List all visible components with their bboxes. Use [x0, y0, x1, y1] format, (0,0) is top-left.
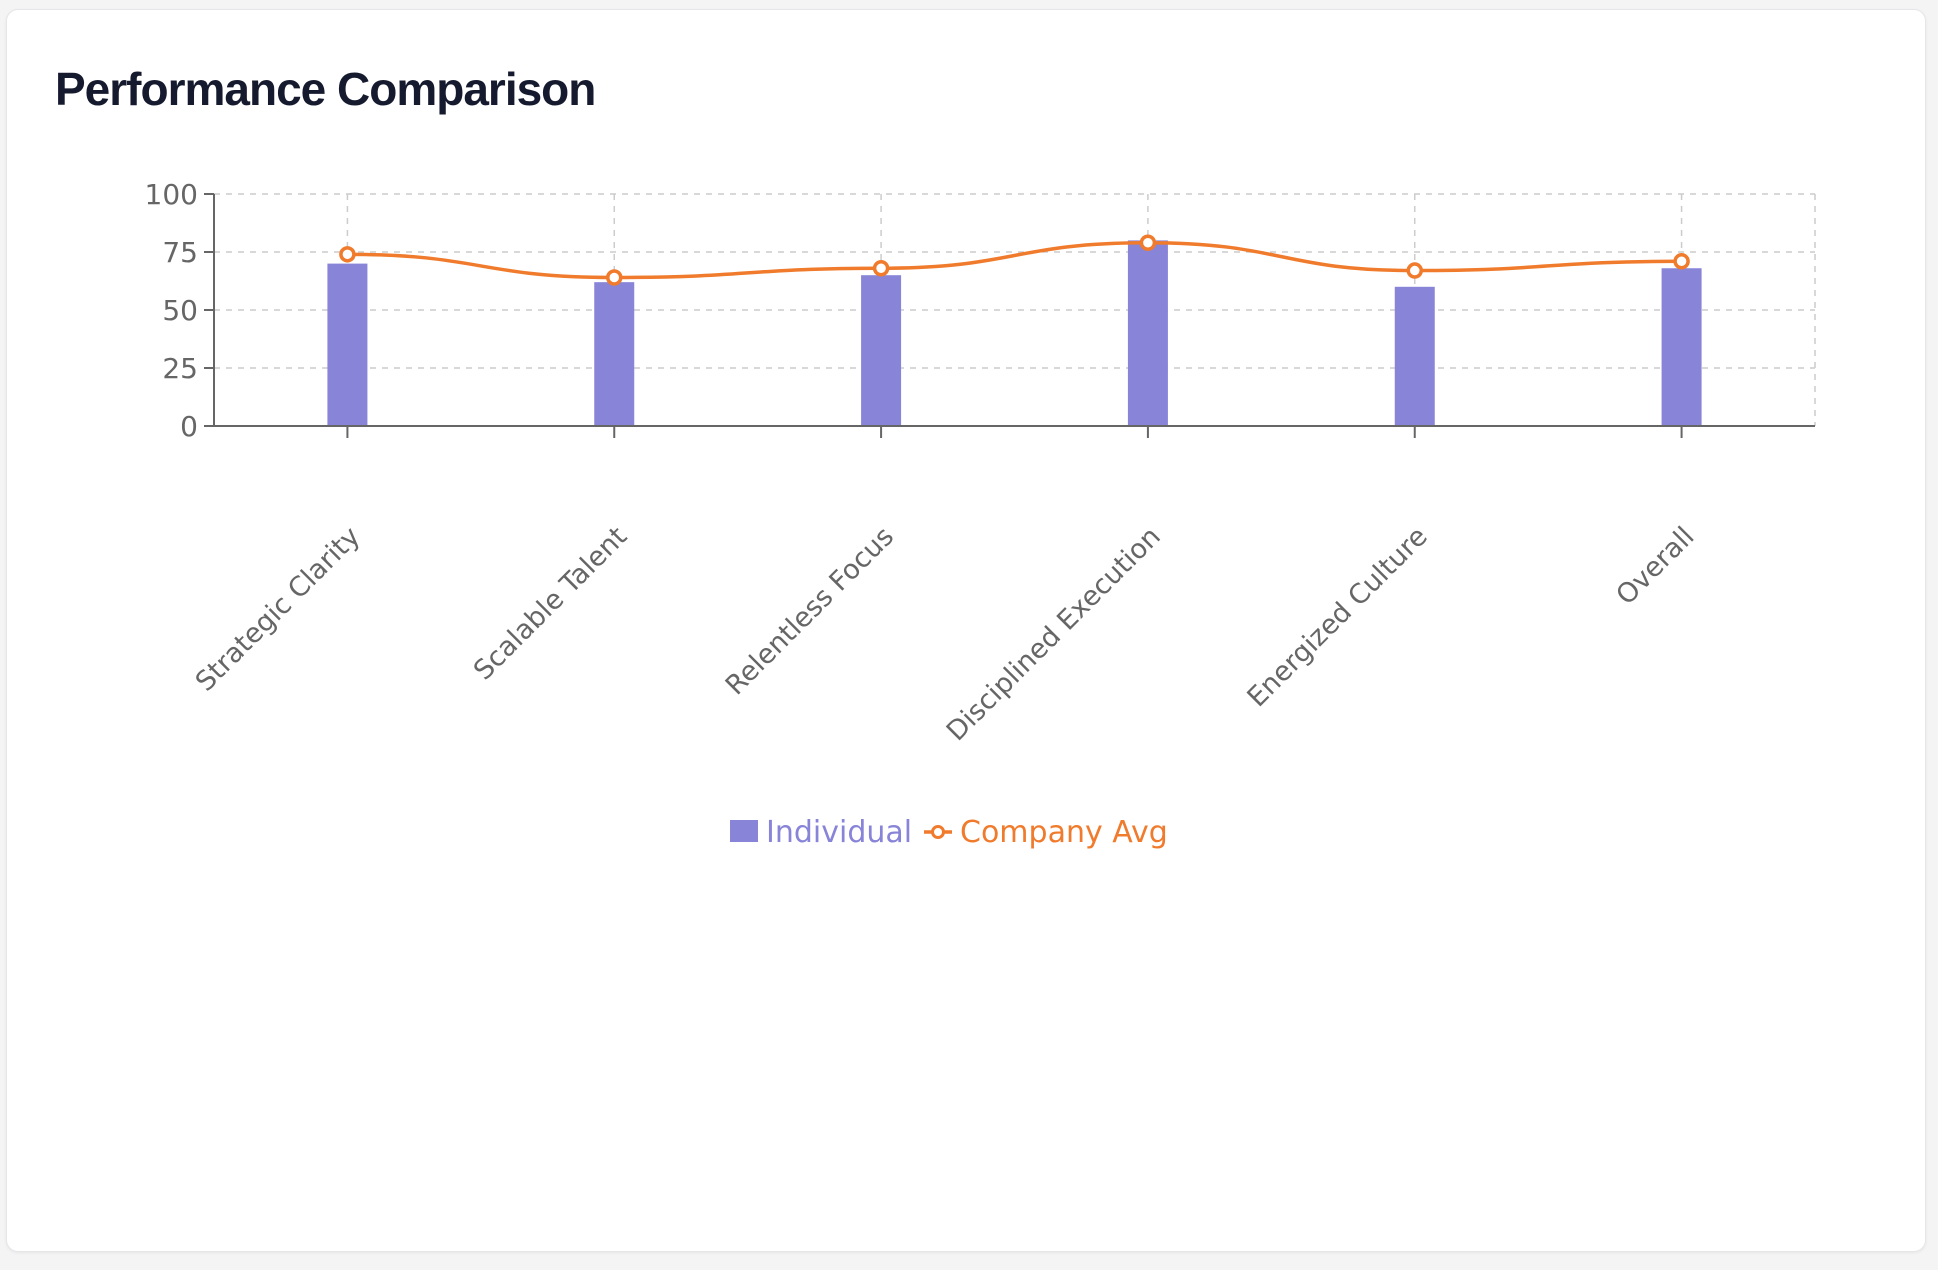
- y-tick-label: 75: [162, 236, 198, 269]
- bar-individual: [861, 275, 902, 426]
- bar-individual: [594, 282, 635, 426]
- legend-label-company-avg: Company Avg: [960, 815, 1168, 850]
- chart-card: Performance Comparison: [6, 9, 1926, 1252]
- x-category-label: Relentless Focus: [720, 521, 900, 701]
- point-company-avg: [339, 246, 356, 263]
- x-category-label: Overall: [1610, 521, 1700, 611]
- legend-marker-company-avg: [931, 825, 945, 839]
- y-tick-label: 0: [180, 410, 198, 443]
- bar-individual: [1661, 268, 1702, 426]
- legend-label-individual: Individual: [766, 815, 912, 850]
- point-company-avg: [606, 269, 623, 286]
- y-tick-label: 100: [145, 178, 198, 211]
- point-company-avg: [1673, 253, 1690, 270]
- point-company-avg: [872, 259, 890, 277]
- x-category-label: Energized Culture: [1241, 521, 1433, 713]
- y-tick-label: 50: [162, 294, 198, 327]
- x-category-label: Strategic Clarity: [190, 521, 367, 698]
- point-company-avg: [1406, 262, 1423, 279]
- y-tick-label: 25: [162, 352, 198, 385]
- x-category-label: Scalable Talent: [468, 521, 633, 686]
- legend-swatch-individual: [730, 820, 758, 842]
- bar-individual: [1127, 240, 1168, 426]
- x-category-label: Disciplined Execution: [941, 521, 1167, 747]
- point-company-avg: [1139, 234, 1157, 251]
- line-company-avg: [347, 240, 1682, 280]
- bar-individual: [1394, 286, 1435, 426]
- bar-individual: [327, 263, 368, 426]
- card-title: Performance Comparison: [55, 63, 596, 115]
